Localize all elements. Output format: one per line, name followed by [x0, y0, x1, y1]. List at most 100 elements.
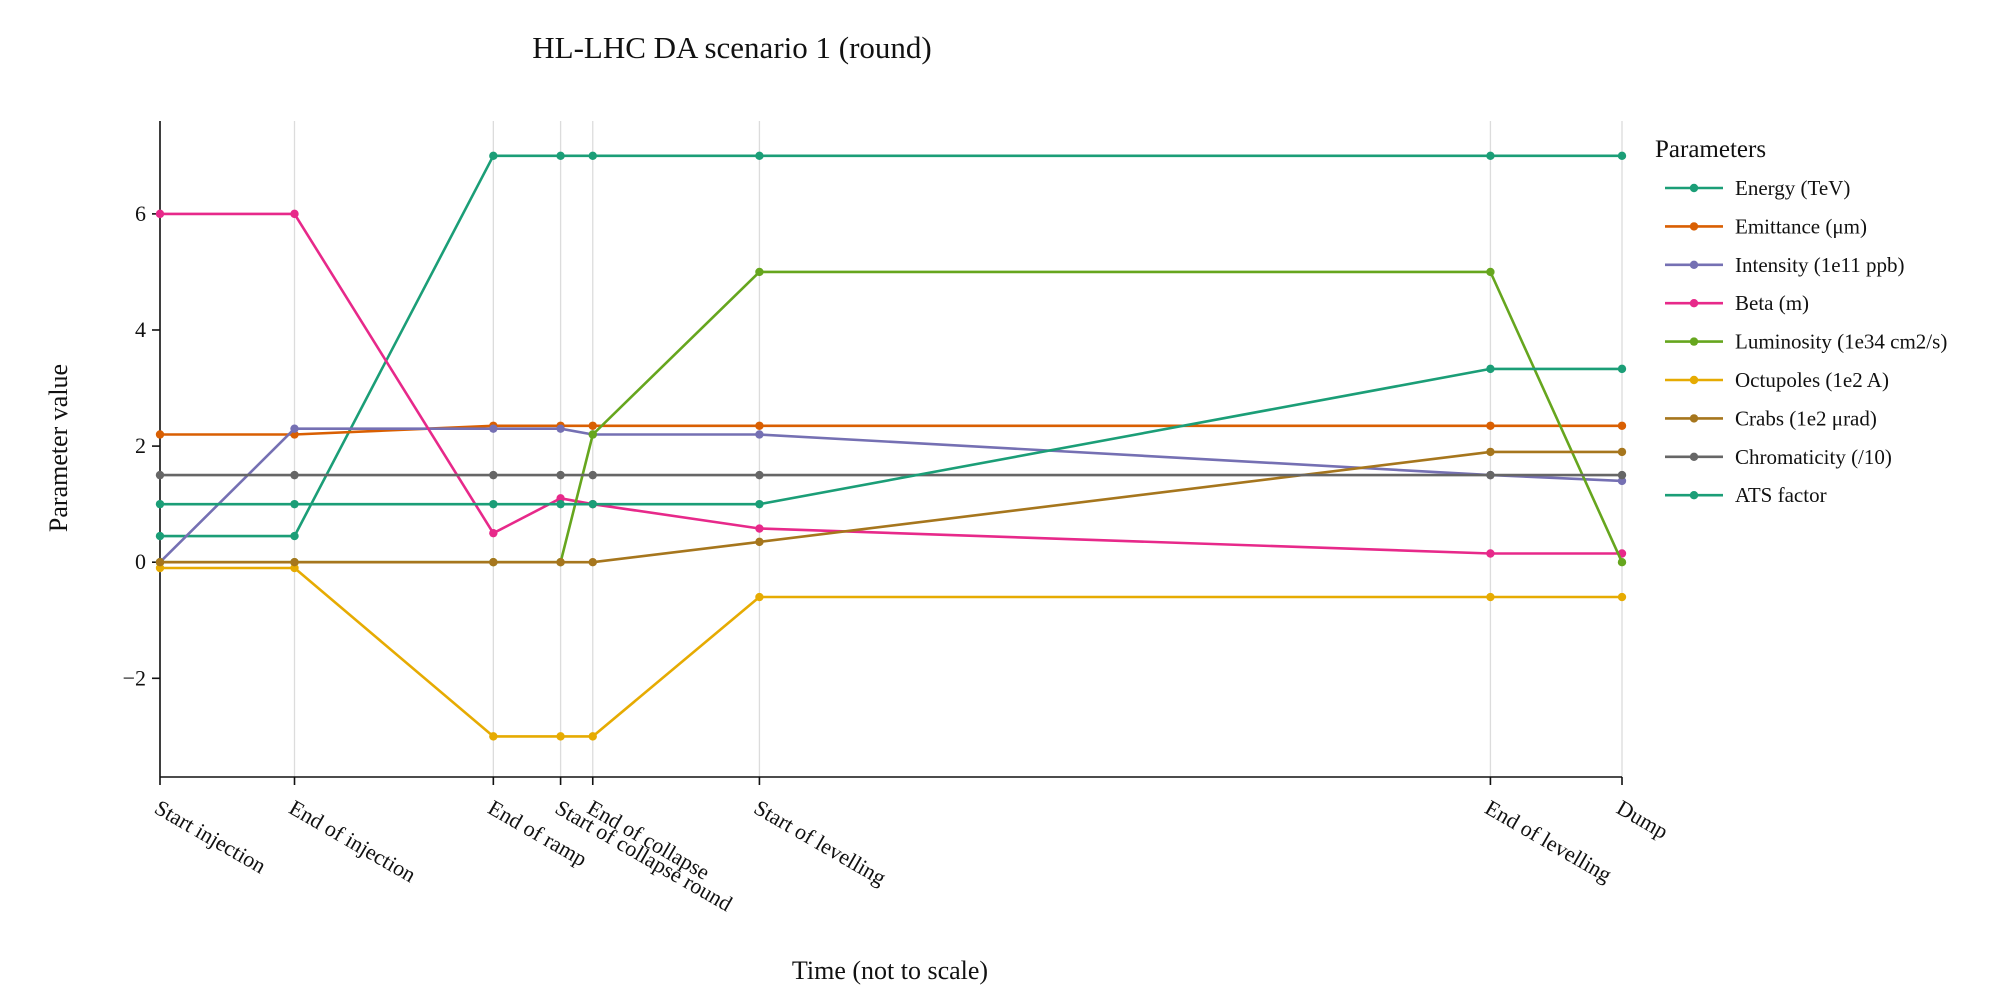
series-3-point-3 [489, 424, 498, 433]
series-9 [155, 364, 1627, 509]
y-tick-label-6: 6 [135, 201, 146, 226]
series-8-point-2 [290, 470, 299, 480]
legend-item-2: Emittance (μm) [1665, 214, 1867, 238]
series-6-point-2 [290, 563, 299, 573]
series-8-point-7 [1486, 470, 1495, 480]
x-tick-labels: Start injection End of injection End of ra… [151, 795, 1673, 917]
series-3-point-6 [755, 430, 764, 439]
series-4-point-7 [1486, 549, 1495, 558]
legend-label-8: Chromaticity (/10) [1735, 445, 1892, 469]
legend-item-1: Energy (TeV) [1665, 176, 1850, 200]
legend-label-6: Octupoles (1e2 A) [1735, 368, 1889, 392]
legend-label-2: Emittance (μm) [1735, 214, 1867, 238]
legend-item-5: Luminosity (1e34 cm2/s) [1665, 330, 1947, 354]
series-9-point-5 [588, 499, 597, 509]
legend-label-5: Luminosity (1e34 cm2/s) [1735, 330, 1947, 354]
series-7-point-6 [755, 537, 764, 547]
series-6-point-4 [556, 732, 565, 741]
x-axis-label: Time (not to scale) [792, 956, 988, 985]
y-tick-label--2: −2 [123, 665, 146, 690]
legend-label-7: Crabs (1e2 μrad) [1735, 406, 1877, 430]
series-8-point-5 [588, 470, 597, 480]
y-axis-label: Parameter value [44, 364, 73, 532]
series-line-6 [160, 566, 1622, 738]
chart-title: HL-LHC DA scenario 1 (round) [532, 30, 931, 65]
series-1-point-6 [755, 151, 764, 161]
series-4-point-3 [489, 528, 498, 538]
legend: Parameters Energy (TeV) Emittance (μm) Int… [1655, 136, 1947, 507]
series-2-point-1 [155, 430, 165, 439]
series-1-point-2 [290, 531, 299, 541]
series-5 [155, 267, 1627, 567]
legend-swatch-marker-6 [1689, 375, 1699, 385]
series-3-point-4 [556, 424, 565, 433]
y-tick-label-2: 2 [135, 433, 146, 458]
series-7-point-4 [556, 558, 565, 567]
x-tick-label-2: End of injection [285, 795, 420, 888]
series-line-7 [160, 450, 1622, 564]
series-1-point-3 [489, 151, 498, 161]
series-8-point-3 [489, 470, 498, 480]
legend-item-9: ATS factor [1665, 483, 1827, 507]
series-6 [155, 563, 1627, 741]
legend-swatch-marker-1 [1689, 183, 1699, 193]
legend-item-4: Beta (m) [1665, 291, 1809, 315]
series-line-2 [160, 424, 1622, 436]
series-1-point-4 [556, 151, 565, 161]
series-7-point-8 [1617, 447, 1627, 457]
legend-item-8: Chromaticity (/10) [1665, 445, 1892, 469]
legend-title: Parameters [1655, 136, 1766, 163]
series-9-point-4 [556, 499, 565, 509]
series-6-point-5 [588, 732, 597, 741]
series-6-point-7 [1486, 592, 1495, 602]
axes-layer: −2 0 2 4 6 [123, 121, 1623, 785]
series-9-point-6 [755, 499, 764, 509]
legend-item-6: Octupoles (1e2 A) [1665, 368, 1889, 392]
series-line-3 [159, 427, 1623, 564]
series-3-point-8 [1617, 476, 1627, 486]
series-8-point-4 [556, 470, 565, 480]
series-8 [155, 470, 1627, 480]
series-4-point-4 [556, 494, 565, 503]
series-line-5 [160, 270, 1624, 564]
legend-items: Energy (TeV) Emittance (μm) Intensity (1e1… [1665, 176, 1947, 507]
series-line-4 [160, 212, 1622, 555]
series-9-point-3 [489, 499, 498, 509]
series-7-point-3 [489, 558, 498, 567]
series-7-point-2 [290, 558, 299, 567]
series-3 [155, 424, 1627, 567]
series-2-point-5 [588, 421, 597, 430]
series-7-point-5 [588, 558, 597, 567]
series-2 [155, 421, 1627, 439]
x-tick-label-7: End of levelling [1481, 795, 1616, 888]
y-tick-label-0: 0 [135, 549, 146, 574]
series-1-point-7 [1486, 151, 1495, 161]
legend-swatch-marker-9 [1689, 491, 1699, 500]
series-4-point-1 [155, 209, 165, 219]
y-tick-label-4: 4 [135, 317, 146, 342]
series-5-point-7 [1486, 267, 1495, 277]
series-8-point-6 [755, 470, 764, 480]
series-9-point-8 [1617, 364, 1627, 374]
series-6-point-3 [489, 732, 498, 741]
series-6-point-1 [155, 563, 165, 573]
series-9-point-2 [290, 499, 299, 509]
series-2-point-6 [755, 421, 764, 430]
series-7-point-1 [155, 558, 165, 567]
legend-swatch-marker-5 [1689, 337, 1699, 346]
legend-swatch-marker-2 [1689, 222, 1699, 231]
series-7 [155, 447, 1627, 567]
series-1-point-1 [155, 531, 165, 541]
legend-swatch-marker-3 [1689, 260, 1699, 269]
series-layer [155, 151, 1627, 741]
legend-swatch-marker-8 [1689, 452, 1699, 461]
series-8-point-8 [1617, 470, 1627, 480]
series-2-point-7 [1486, 421, 1495, 430]
legend-label-9: ATS factor [1735, 483, 1827, 507]
series-line-1 [160, 154, 1622, 538]
legend-swatch-marker-7 [1689, 414, 1699, 423]
x-tick-label-1: Start injection [151, 795, 271, 879]
series-6-point-6 [755, 592, 764, 602]
series-1-point-5 [588, 151, 597, 161]
